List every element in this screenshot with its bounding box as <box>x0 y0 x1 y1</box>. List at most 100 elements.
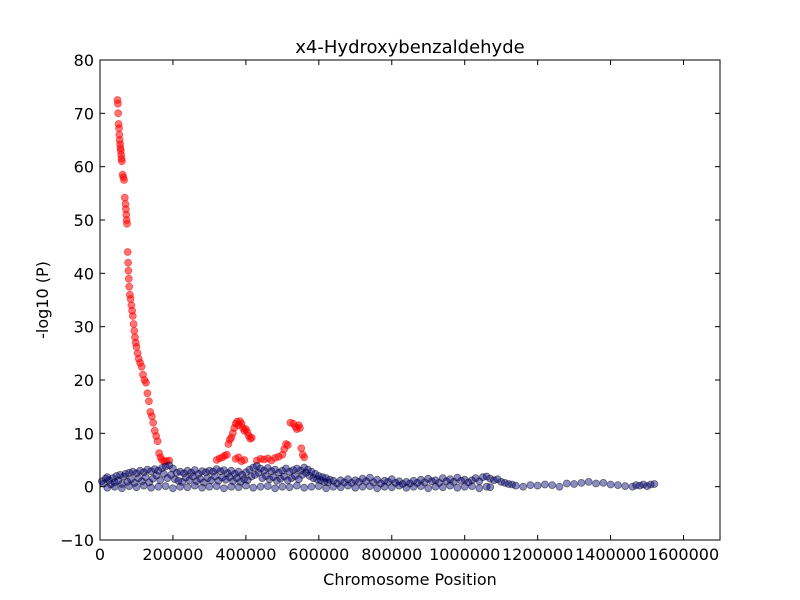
data-point <box>285 483 294 492</box>
data-point <box>124 266 133 275</box>
data-point <box>154 482 163 491</box>
y-tick-label: −10 <box>60 531 94 550</box>
data-point <box>274 468 283 477</box>
data-point <box>300 453 309 462</box>
data-point <box>614 481 622 490</box>
data-point <box>198 483 207 492</box>
data-point <box>124 274 133 283</box>
chart-title: x4-Hydroxybenzaldehyde <box>295 37 524 58</box>
data-point <box>314 482 323 491</box>
data-point <box>621 482 630 491</box>
x-tick-label: 600000 <box>288 545 349 564</box>
data-point <box>143 389 152 398</box>
data-point <box>599 478 608 487</box>
data-point <box>161 482 170 491</box>
x-tick-label: 1600000 <box>648 545 719 564</box>
data-point <box>409 482 418 491</box>
data-point <box>118 157 126 166</box>
data-point <box>298 470 307 479</box>
data-point <box>176 482 185 491</box>
data-point <box>126 294 135 303</box>
data-point <box>292 464 301 473</box>
data-point <box>147 483 156 492</box>
data-point <box>103 483 112 492</box>
data-point <box>115 124 123 133</box>
data-point <box>365 482 374 491</box>
data-point <box>240 456 249 464</box>
data-point <box>307 482 316 491</box>
data-point <box>276 474 285 483</box>
data-point <box>156 476 165 485</box>
data-point <box>329 482 338 491</box>
data-point <box>555 482 564 491</box>
y-axis-label: -log10 (P) <box>33 261 52 339</box>
data-point <box>584 477 593 486</box>
data-point <box>129 320 138 328</box>
x-tick-label: 1200000 <box>502 545 573 564</box>
data-point <box>220 484 228 493</box>
y-tick-label: 70 <box>74 104 94 123</box>
data-point <box>292 481 301 490</box>
data-point <box>247 433 256 442</box>
data-point <box>227 482 236 491</box>
y-tick-label: 20 <box>74 371 94 390</box>
x-axis: 0 200000 400000 600000 800000 1000000 1200000 1… <box>95 60 719 564</box>
data-point <box>570 480 578 488</box>
data-point <box>205 482 214 491</box>
x-tick-label: 200000 <box>142 545 203 564</box>
data-point <box>300 483 309 492</box>
data-point <box>438 483 447 492</box>
y-tick-label: 60 <box>74 158 94 177</box>
data-point <box>606 480 615 489</box>
data-point <box>562 479 571 488</box>
data-point <box>380 482 389 491</box>
data-point <box>241 481 250 490</box>
data-point <box>114 109 123 118</box>
data-point <box>322 484 331 493</box>
plot-area <box>97 96 659 493</box>
data-point <box>402 483 411 492</box>
data-point <box>125 282 134 291</box>
data-point <box>142 378 150 387</box>
data-point <box>409 476 418 485</box>
data-point <box>358 482 367 491</box>
data-point <box>130 326 139 335</box>
data-point <box>183 483 192 492</box>
data-point <box>278 482 287 491</box>
data-point <box>511 481 520 490</box>
axes-frame <box>99 59 721 541</box>
data-point <box>128 312 137 320</box>
data-point <box>153 437 162 446</box>
data-point <box>168 484 177 493</box>
y-tick-label: 40 <box>74 264 94 283</box>
background-series <box>97 461 659 493</box>
data-point <box>283 441 292 450</box>
data-point <box>271 484 280 493</box>
data-point <box>592 479 600 488</box>
data-point <box>147 412 156 421</box>
data-point <box>297 444 306 453</box>
data-point <box>144 397 153 406</box>
data-point <box>475 484 484 493</box>
data-point <box>123 248 132 256</box>
data-point <box>424 484 433 493</box>
data-point <box>548 481 557 490</box>
y-tick-label: 80 <box>74 51 94 70</box>
data-point <box>120 193 129 202</box>
x-tick-label: 800000 <box>361 545 422 564</box>
data-point <box>212 465 221 474</box>
data-point <box>541 480 549 489</box>
y-axis: −10 0 10 20 30 40 50 60 70 80 <box>60 51 720 550</box>
data-point <box>234 483 243 492</box>
data-point <box>132 342 141 351</box>
data-point <box>650 480 659 488</box>
x-axis-label: Chromosome Position <box>323 570 497 589</box>
data-point <box>114 99 122 108</box>
data-point <box>249 483 258 492</box>
data-point <box>373 484 382 493</box>
data-point <box>230 469 239 478</box>
data-point <box>460 482 469 491</box>
data-point <box>344 481 352 490</box>
data-point <box>416 482 425 491</box>
data-point <box>336 483 345 492</box>
